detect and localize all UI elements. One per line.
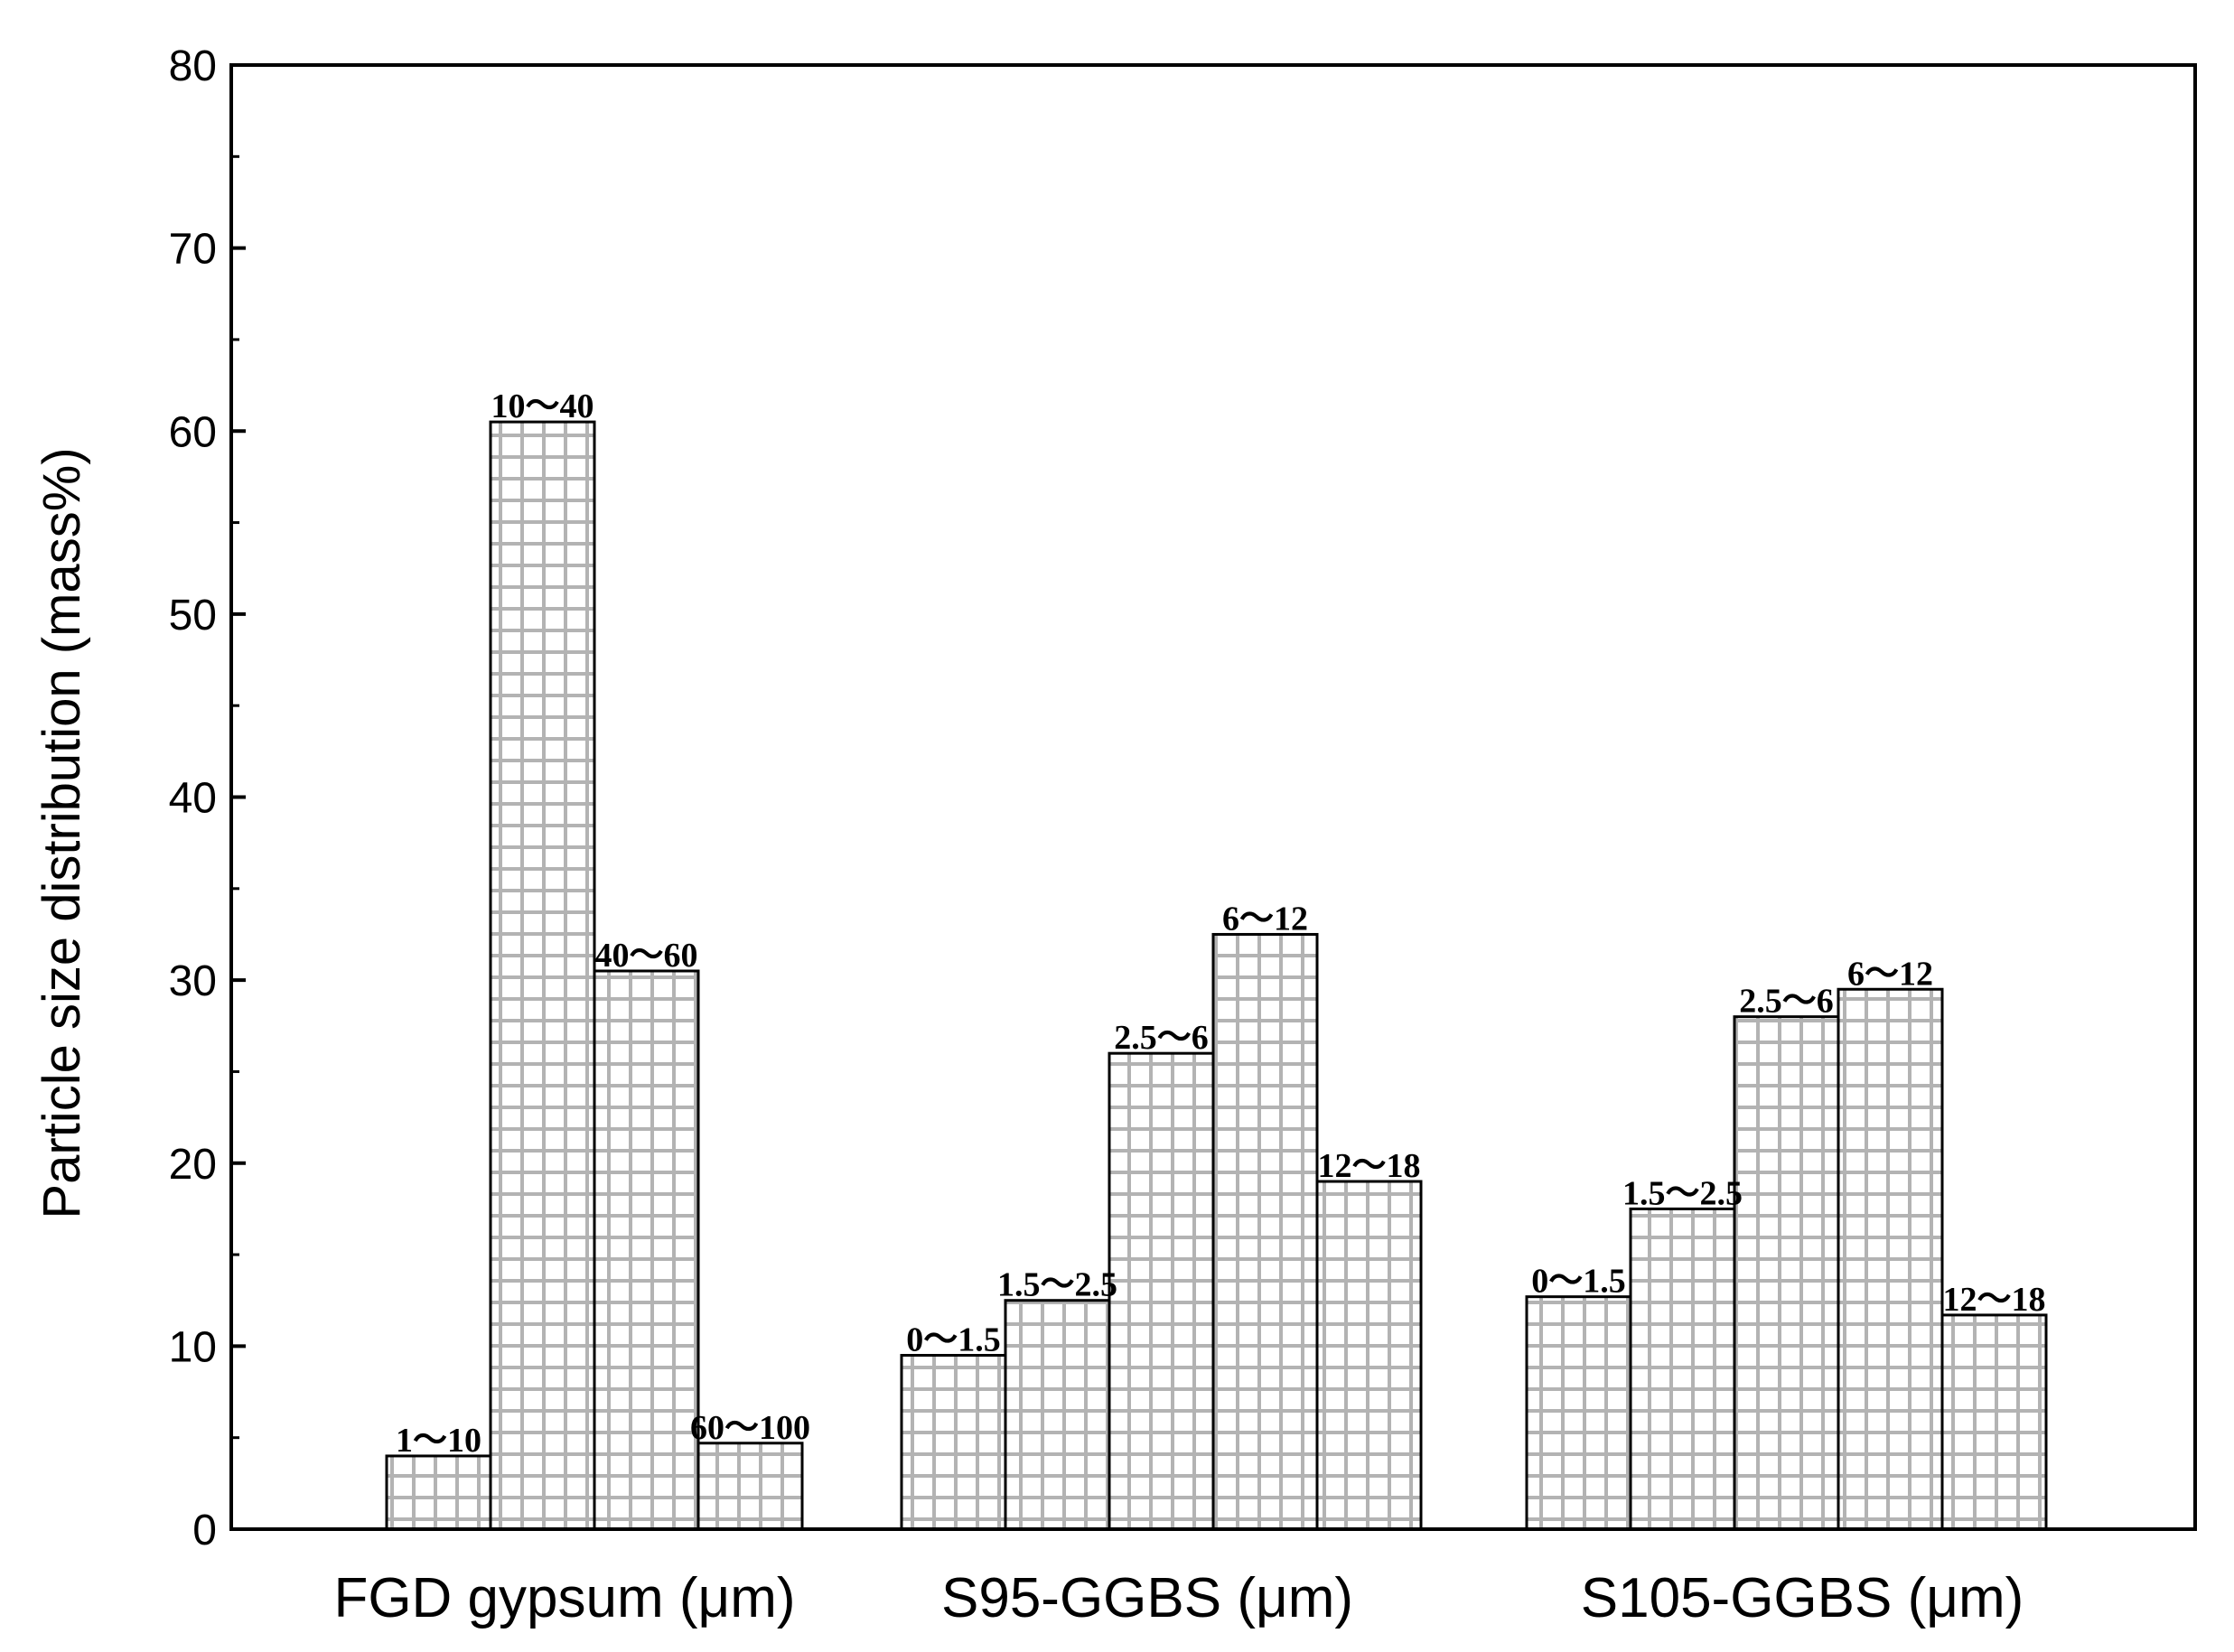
y-tick-label: 0 xyxy=(192,1507,217,1554)
bar-label-3-3: 2.5～6 xyxy=(1739,983,1834,1021)
bar-label-3-5: 12～18 xyxy=(1942,1281,2045,1319)
group-label-1: FGD gypsum (μm) xyxy=(333,1567,795,1629)
bar-3-3 xyxy=(1733,1015,1840,1531)
bar-3-5 xyxy=(1940,1313,2048,1531)
y-tick-label: 80 xyxy=(169,42,217,90)
bar-2-2 xyxy=(1004,1299,1111,1531)
bar-label-2-3: 2.5～6 xyxy=(1114,1019,1209,1057)
y-tick-label: 70 xyxy=(169,226,217,274)
bar-label-3-2: 1.5～2.5 xyxy=(1622,1174,1743,1212)
group-label-3: S105-GGBS (μm) xyxy=(1581,1567,2024,1629)
bar-3-2 xyxy=(1629,1207,1736,1531)
y-axis-title: Particle size distribution (mass%) xyxy=(33,447,91,1218)
y-tick-label: 30 xyxy=(169,957,217,1005)
bar-1-4 xyxy=(696,1442,804,1531)
bar-2-1 xyxy=(900,1354,1007,1531)
y-tick-label: 60 xyxy=(169,408,217,456)
bar-label-2-2: 1.5～2.5 xyxy=(997,1266,1117,1304)
y-tick-label: 50 xyxy=(169,592,217,639)
y-tick-label: 40 xyxy=(169,775,217,823)
group-labels: FGD gypsum (μm) S95-GGBS (μm) S105-GGBS (μ… xyxy=(333,1567,2024,1629)
bar-label-2-5: 12～18 xyxy=(1317,1147,1420,1185)
group-label-2: S95-GGBS (μm) xyxy=(941,1567,1353,1629)
bar-1-1 xyxy=(385,1454,492,1531)
bar-label-1-1: 1～10 xyxy=(396,1422,481,1460)
bar-label-1-3: 40～60 xyxy=(594,937,697,975)
bar-label-3-1: 0～1.5 xyxy=(1531,1263,1626,1301)
bar-2-5 xyxy=(1315,1180,1423,1531)
bar-1-3 xyxy=(593,969,700,1531)
bar-2-4 xyxy=(1211,932,1319,1531)
bar-3-1 xyxy=(1525,1295,1632,1531)
y-axis: 0 10 20 30 40 50 60 70 80 xyxy=(169,42,246,1554)
bar-label-2-1: 0～1.5 xyxy=(906,1321,1001,1359)
bar-label-1-2: 10～40 xyxy=(491,387,594,425)
bar-labels: 1～10 10～40 40～60 60～100 0～1.5 1.5～2.5 2.5～6 6～1… xyxy=(396,387,2046,1460)
y-tick-label: 20 xyxy=(169,1141,217,1189)
y-tick-label: 10 xyxy=(169,1323,217,1371)
bar-label-3-4: 6～12 xyxy=(1847,955,1933,993)
bar-2-3 xyxy=(1108,1051,1215,1531)
bar-1-2 xyxy=(489,420,596,1531)
bars xyxy=(385,420,2048,1531)
bar-label-1-4: 60～100 xyxy=(690,1409,810,1447)
bar-label-2-4: 6～12 xyxy=(1222,900,1308,938)
bar-3-4 xyxy=(1837,987,1944,1531)
